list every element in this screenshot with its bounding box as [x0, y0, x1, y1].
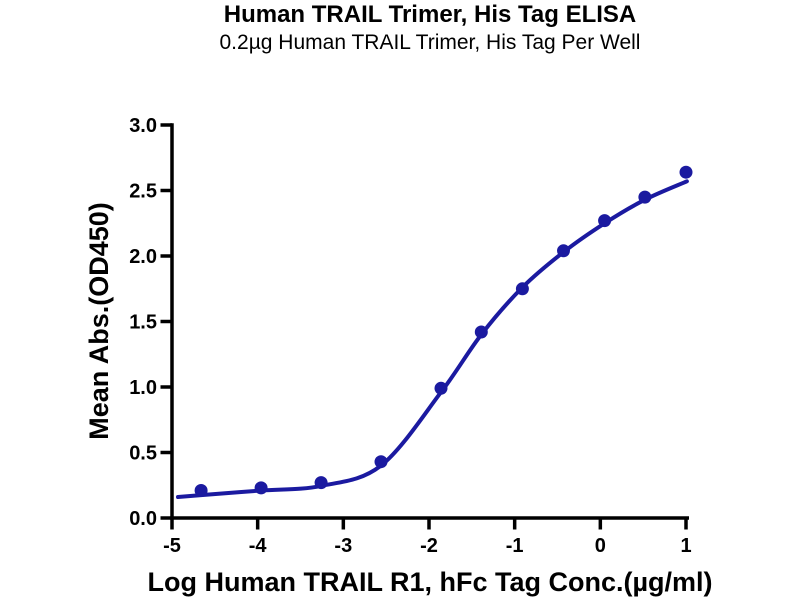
- data-point: [374, 455, 388, 469]
- x-tick-label: -4: [249, 535, 268, 557]
- data-point: [679, 165, 693, 179]
- x-axis-title: Log Human TRAIL R1, hFc Tag Conc.(µg/ml): [147, 567, 712, 597]
- y-tick-label: 2.5: [129, 181, 157, 203]
- chart-title: Human TRAIL Trimer, His Tag ELISA: [223, 1, 637, 28]
- data-points: [194, 165, 693, 497]
- y-tick-label: 0.5: [129, 443, 157, 465]
- y-tick-label: 3.0: [129, 115, 157, 137]
- data-point: [638, 190, 652, 204]
- data-point: [557, 244, 570, 258]
- data-point: [434, 381, 448, 395]
- y-tick-label: 1.0: [129, 377, 157, 399]
- x-tick-label: -2: [420, 535, 438, 557]
- y-tick-label: 0.0: [129, 508, 157, 530]
- y-tick-label: 2.0: [129, 246, 157, 268]
- tick-labels: -5 -4 -3 -2 -1 0 1 0.0 0.5 1.0 1.5 2.0 2.5 3.0: [129, 115, 691, 557]
- fit-curve: [175, 179, 689, 500]
- axes: [160, 123, 689, 530]
- data-point: [314, 476, 328, 490]
- data-point: [254, 481, 268, 495]
- data-point: [515, 282, 529, 296]
- chart-subtitle: 0.2µg Human TRAIL Trimer, His Tag Per We…: [219, 31, 641, 54]
- x-tick-label: -3: [334, 535, 352, 557]
- x-tick-label: -1: [506, 535, 524, 557]
- x-tick-label: -5: [163, 535, 181, 557]
- y-axis-title: Mean Abs.(OD450): [84, 202, 114, 440]
- x-tick-label: 0: [595, 535, 606, 557]
- data-point: [598, 214, 612, 228]
- y-tick-label: 1.5: [129, 312, 157, 334]
- data-point: [194, 484, 208, 497]
- data-point: [474, 325, 488, 339]
- x-tick-label: 1: [680, 535, 691, 557]
